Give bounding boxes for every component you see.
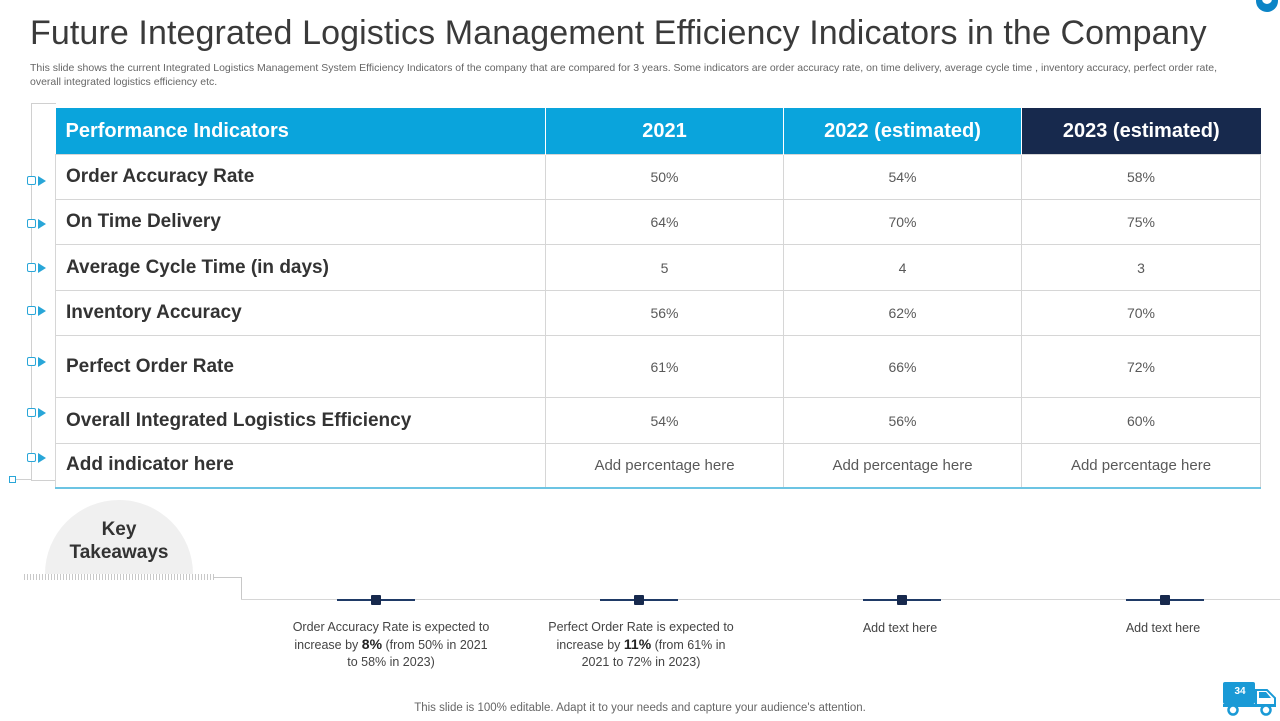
value-2021: 64% xyxy=(545,199,784,245)
value-2023: Add percentage here xyxy=(1021,443,1261,488)
key-takeaways-clip xyxy=(45,500,193,574)
takeaway-node xyxy=(634,595,644,605)
table-row: Perfect Order Rate 61% 66% 72% xyxy=(55,335,1261,398)
row-marker-icon xyxy=(27,356,49,368)
value-2022: Add percentage here xyxy=(783,443,1022,488)
table-row: On Time Delivery 64% 70% 75% xyxy=(55,199,1261,245)
left-bracket xyxy=(31,103,56,481)
page-title: Future Integrated Logistics Management E… xyxy=(30,14,1207,52)
value-2023: 60% xyxy=(1021,397,1261,444)
connector-line xyxy=(214,577,242,578)
row-marker-icon xyxy=(27,407,49,419)
header-indicator: Performance Indicators xyxy=(55,108,546,155)
row-marker-icon xyxy=(27,262,49,274)
value-2022: 66% xyxy=(783,335,1022,398)
value-2022: 4 xyxy=(783,244,1022,291)
takeaway-text: Add text here xyxy=(1125,621,1201,635)
value-2023: 70% xyxy=(1021,290,1261,336)
table-row: Order Accuracy Rate 50% 54% 58% xyxy=(55,154,1261,200)
dotted-divider xyxy=(24,574,214,580)
page-number: 34 xyxy=(1234,686,1246,697)
bracket-end-marker xyxy=(9,476,16,483)
footer-note: This slide is 100% editable. Adapt it to… xyxy=(414,702,866,714)
row-marker-icon xyxy=(27,218,49,230)
value-2021: 5 xyxy=(545,244,784,291)
header-2021: 2021 xyxy=(545,108,784,155)
value-2021: Add percentage here xyxy=(545,443,784,488)
takeaway-node xyxy=(897,595,907,605)
corner-decoration xyxy=(1256,0,1278,12)
table-row: Overall Integrated Logistics Efficiency … xyxy=(55,397,1261,444)
connector-line xyxy=(241,577,242,600)
page-subtitle: This slide shows the current Integrated … xyxy=(30,62,1218,88)
takeaway-text: Order Accuracy Rate is expected to incre… xyxy=(292,620,490,669)
indicator-label: Order Accuracy Rate xyxy=(55,154,546,200)
truck-icon: 34 xyxy=(1222,680,1278,716)
table-row: Add indicator here Add percentage here A… xyxy=(55,443,1261,488)
value-2021: 54% xyxy=(545,397,784,444)
value-2023: 75% xyxy=(1021,199,1261,245)
header-2023: 2023 (estimated) xyxy=(1021,108,1261,155)
row-marker-icon xyxy=(27,305,49,317)
timeline-line xyxy=(241,599,1280,600)
takeaway-node xyxy=(1160,595,1170,605)
value-2022: 62% xyxy=(783,290,1022,336)
indicators-table: Performance Indicators 2021 2022 (estima… xyxy=(55,108,1261,489)
header-2022: 2022 (estimated) xyxy=(783,108,1022,155)
value-2022: 56% xyxy=(783,397,1022,444)
bracket-connector xyxy=(16,479,31,480)
table-header-row: Performance Indicators 2021 2022 (estima… xyxy=(55,108,1261,155)
takeaway-text: Add text here xyxy=(862,621,938,635)
row-marker-icon xyxy=(27,175,49,187)
value-2022: 54% xyxy=(783,154,1022,200)
value-2023: 58% xyxy=(1021,154,1261,200)
row-marker-icon xyxy=(27,452,49,464)
indicator-label: On Time Delivery xyxy=(55,199,546,245)
takeaway-text: Perfect Order Rate is expected to increa… xyxy=(548,620,734,669)
takeaway-node xyxy=(371,595,381,605)
value-2022: 70% xyxy=(783,199,1022,245)
indicator-label: Add indicator here xyxy=(55,443,546,488)
indicator-label: Overall Integrated Logistics Efficiency xyxy=(55,397,546,444)
key-takeaways-title: Key Takeaways xyxy=(69,519,169,563)
